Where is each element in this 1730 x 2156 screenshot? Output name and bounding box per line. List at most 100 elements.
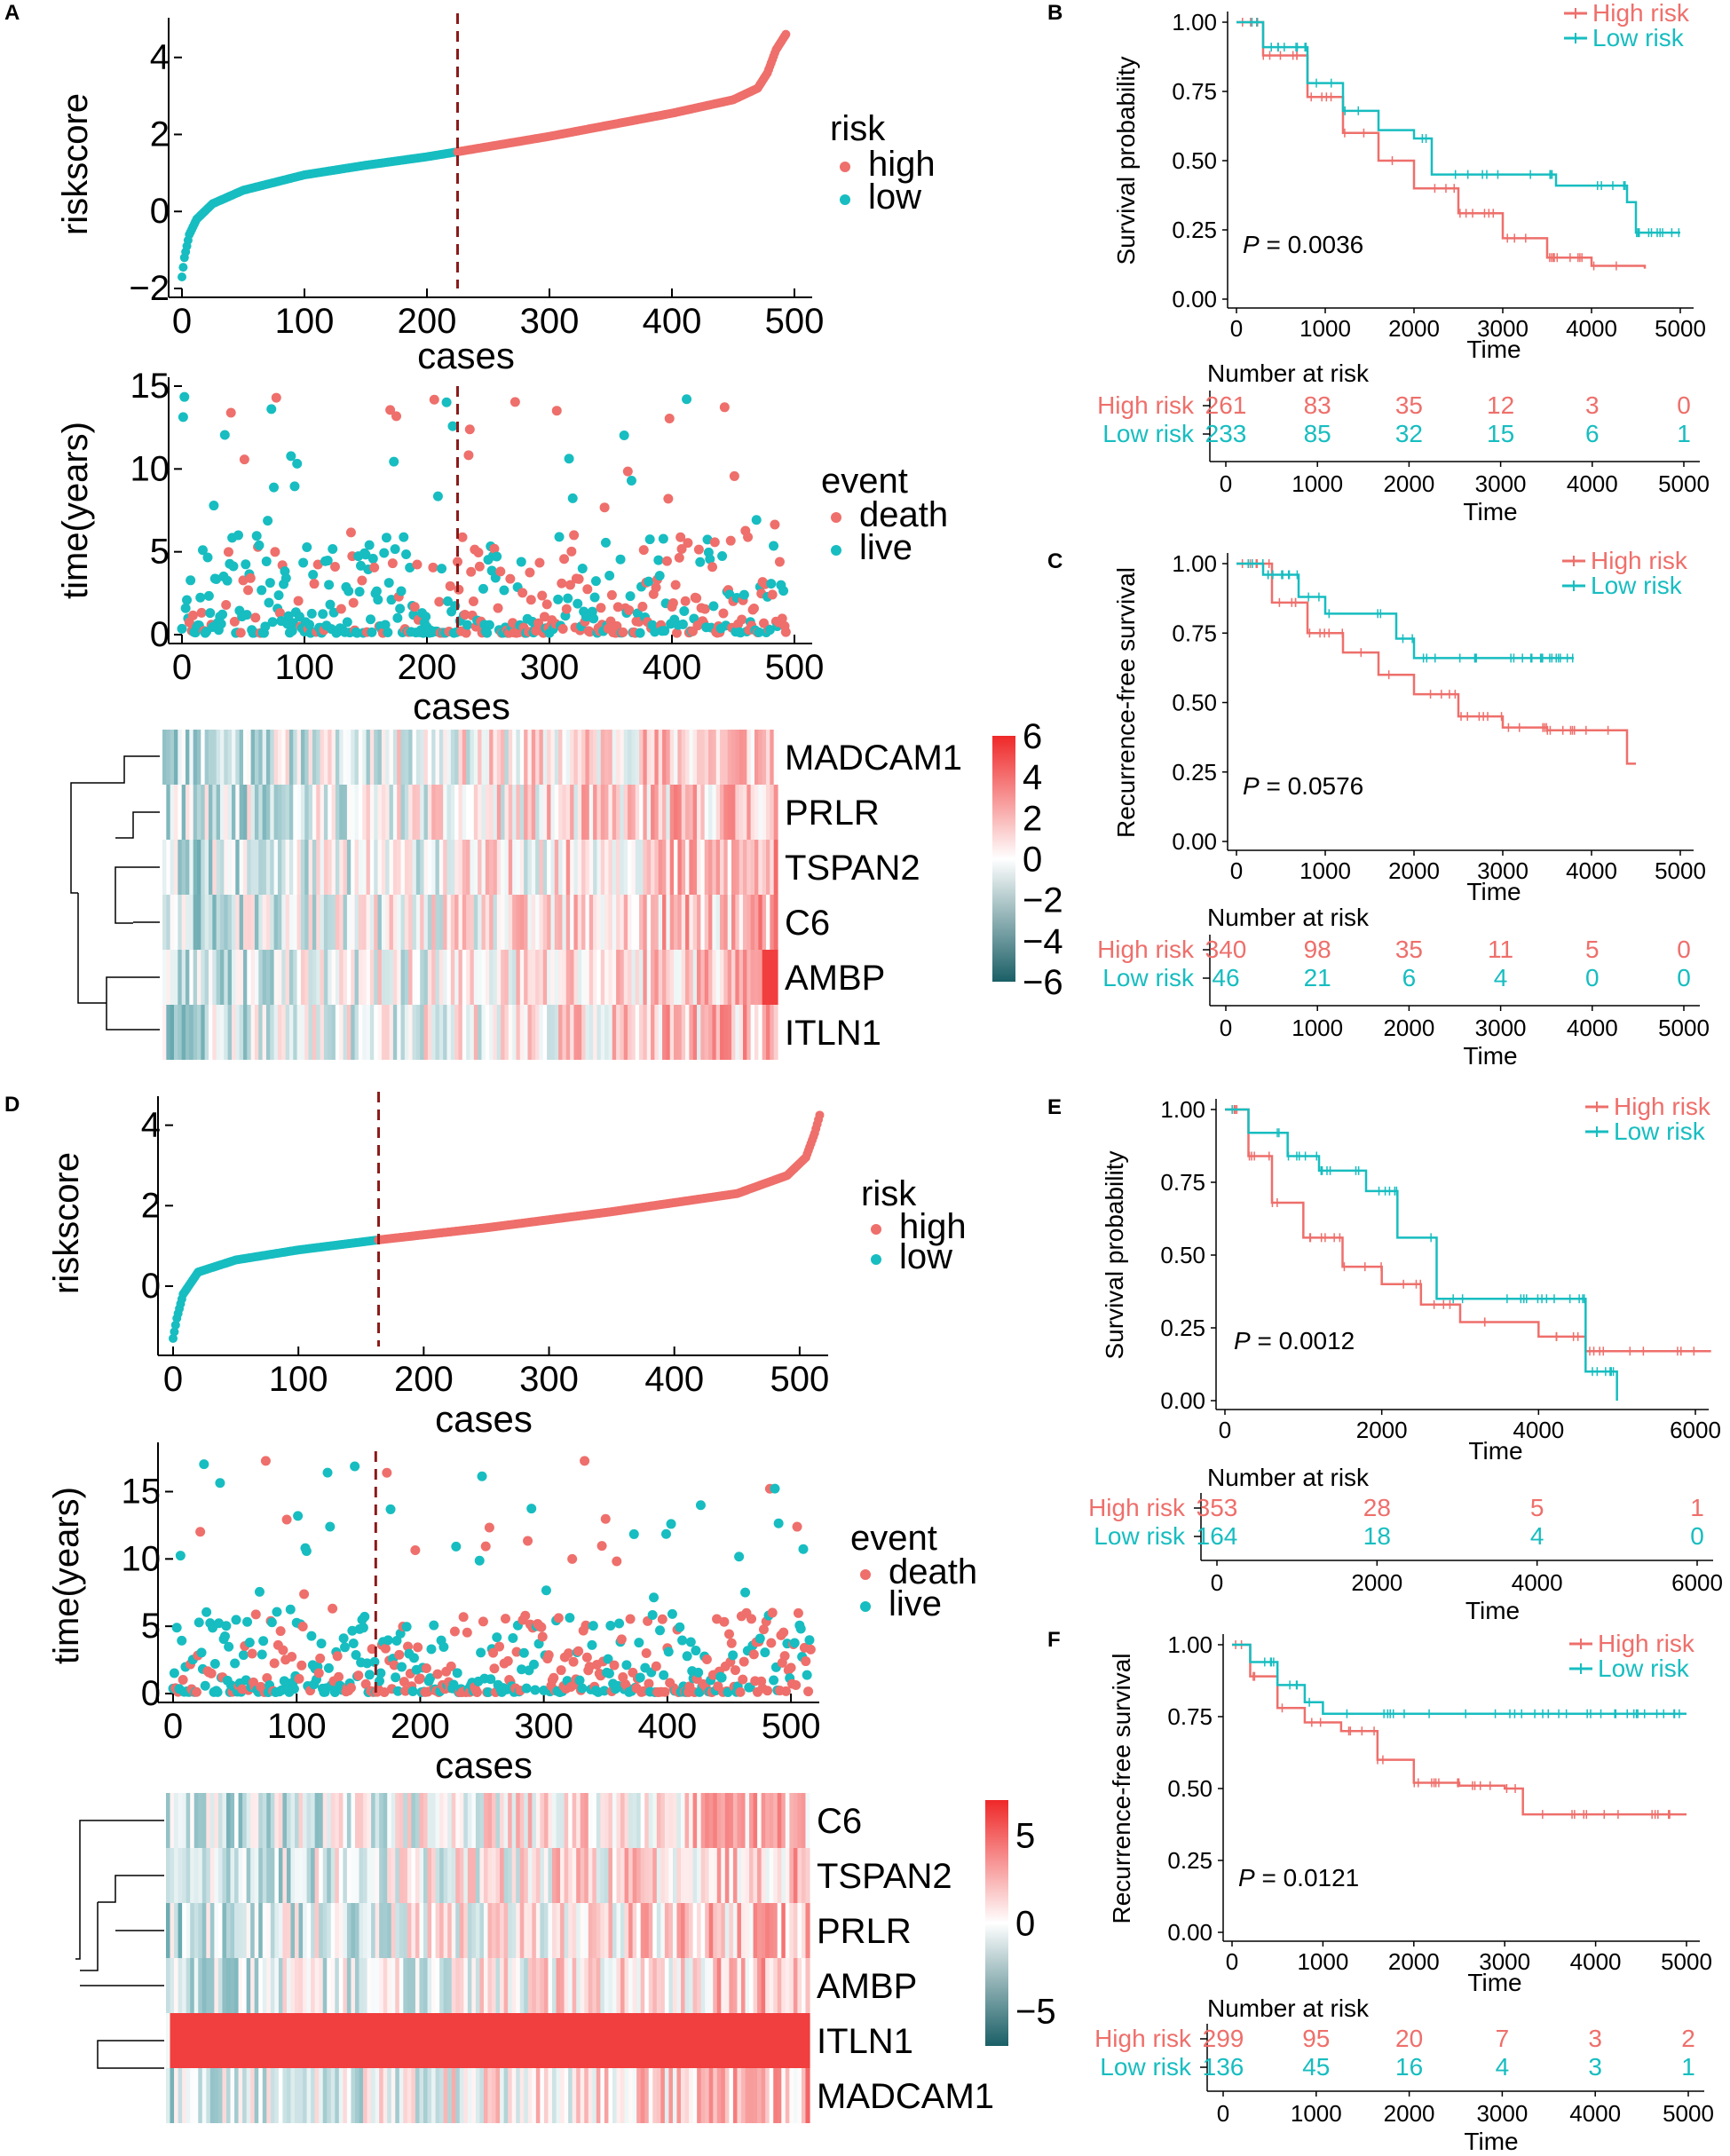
heatmap-cell — [511, 1903, 517, 1958]
heatmap-cell — [639, 1005, 644, 1060]
heatmap-cell — [639, 950, 644, 1005]
heatmap-cell — [565, 730, 571, 785]
heatmap-cell — [419, 1903, 424, 1958]
heatmap-cell — [624, 2013, 629, 2068]
heatmap-cell — [375, 1903, 380, 1958]
heatmap-cell — [766, 730, 770, 785]
heatmap-cell — [290, 1958, 296, 2013]
heatmap-cell — [596, 1903, 601, 1958]
heatmap-cell — [636, 1793, 642, 1848]
live-point — [171, 1623, 182, 1633]
death-point — [525, 595, 536, 605]
heatmap-cell — [689, 2068, 694, 2123]
live-point — [521, 1683, 532, 1694]
heatmap-cell — [206, 1793, 211, 1848]
heatmap-cell — [369, 730, 375, 785]
live-point — [492, 1632, 502, 1643]
death-point — [537, 1631, 548, 1642]
heatmap-cell — [285, 730, 290, 785]
heatmap-cell — [716, 1793, 722, 1848]
heatmap-cell — [471, 1848, 477, 1903]
heatmap-cell — [624, 1958, 629, 2013]
heatmap-cell — [747, 785, 752, 840]
risk-x-tick-label: 4000 — [1512, 1569, 1563, 1596]
heatmap-cell — [635, 950, 640, 1005]
death-point — [670, 580, 681, 590]
heatmap-cell — [692, 950, 698, 1005]
death-point — [563, 1648, 573, 1659]
heatmap-cell — [295, 2013, 300, 2068]
heatmap-cell — [209, 1903, 215, 1958]
heatmap-cell — [478, 1005, 483, 1060]
panel-d-time-xlabel: cases — [435, 1744, 533, 1786]
heatmap-cell — [620, 730, 625, 785]
heatmap-cell — [542, 1005, 548, 1060]
x-tick-label: 400 — [643, 648, 702, 687]
panel-f-km: F 1.000.750.500.250.000 1000 2000 3000 4000 50… — [1047, 1628, 1714, 2155]
p-symbol: P — [1243, 772, 1260, 800]
heatmap-cell — [162, 840, 167, 895]
heatmap-cell — [623, 950, 628, 1005]
death-point — [250, 1609, 261, 1620]
heatmap-cell — [479, 1903, 485, 1958]
heatmap-cell — [483, 2068, 489, 2123]
heatmap-cell — [343, 1903, 348, 1958]
heatmap-cell — [339, 840, 344, 895]
heatmap-cell — [612, 2013, 618, 2068]
heatmap-cell — [604, 1005, 610, 1060]
heatmap-cell — [547, 840, 552, 895]
heatmap-cell — [552, 2013, 557, 2068]
heatmap-cell — [560, 1848, 565, 1903]
heatmap-scale-label: −4 — [1023, 922, 1063, 961]
heatmap-cell — [282, 1793, 288, 1848]
heatmap-cell — [668, 1793, 674, 1848]
heatmap-cell — [628, 1793, 634, 1848]
live-point — [383, 1635, 393, 1646]
legend-label-low: low — [868, 178, 921, 217]
panel-label: F — [1047, 1628, 1061, 1652]
heatmap-cell — [716, 1903, 722, 1958]
heatmap-cell — [392, 895, 398, 950]
heatmap-cell — [761, 1903, 766, 1958]
heatmap-cell — [620, 1793, 626, 1848]
heatmap-cell — [616, 785, 621, 840]
heatmap-cell — [708, 1793, 714, 1848]
heatmap-cell — [443, 730, 448, 785]
live-point — [219, 1631, 230, 1642]
death-point — [494, 1641, 505, 1652]
heatmap-cell — [564, 1848, 569, 1903]
heatmap-cell — [399, 1958, 404, 2013]
live-point — [228, 561, 239, 572]
heatmap-cell — [724, 1958, 730, 2013]
heatmap-cell — [666, 840, 671, 895]
heatmap-cell — [589, 950, 594, 1005]
heatmap-cell — [643, 840, 648, 895]
heatmap-cell — [548, 1903, 553, 1958]
heatmap-cell — [174, 1958, 179, 2013]
heatmap-cell — [770, 840, 775, 895]
heatmap-cell — [501, 895, 506, 950]
death-point — [410, 1545, 421, 1556]
heatmap-cell — [208, 950, 213, 1005]
heatmap-cell — [198, 2068, 203, 2123]
heatmap-cell — [209, 2068, 215, 2123]
heatmap-cell — [704, 785, 709, 840]
heatmap-cell — [516, 1793, 521, 1848]
heatmap-cell — [346, 1005, 352, 1060]
heatmap-cell — [328, 840, 333, 895]
heatmap-cell — [354, 1848, 360, 1903]
heatmap-cell — [470, 840, 475, 895]
heatmap-cell — [489, 1005, 494, 1060]
live-point — [355, 560, 366, 571]
live-point — [375, 1668, 386, 1678]
heatmap-cell — [463, 2013, 469, 2068]
death-point — [312, 559, 323, 570]
heatmap-cell — [535, 1848, 541, 1903]
heatmap-cell — [412, 785, 417, 840]
heatmap-cell — [777, 2013, 782, 2068]
heatmap-cell — [462, 730, 467, 785]
risk-value: 0 — [1585, 964, 1600, 991]
heatmap-cell — [640, 2013, 645, 2068]
x-tick-label: 500 — [762, 1707, 821, 1746]
heatmap-cell — [181, 840, 186, 895]
